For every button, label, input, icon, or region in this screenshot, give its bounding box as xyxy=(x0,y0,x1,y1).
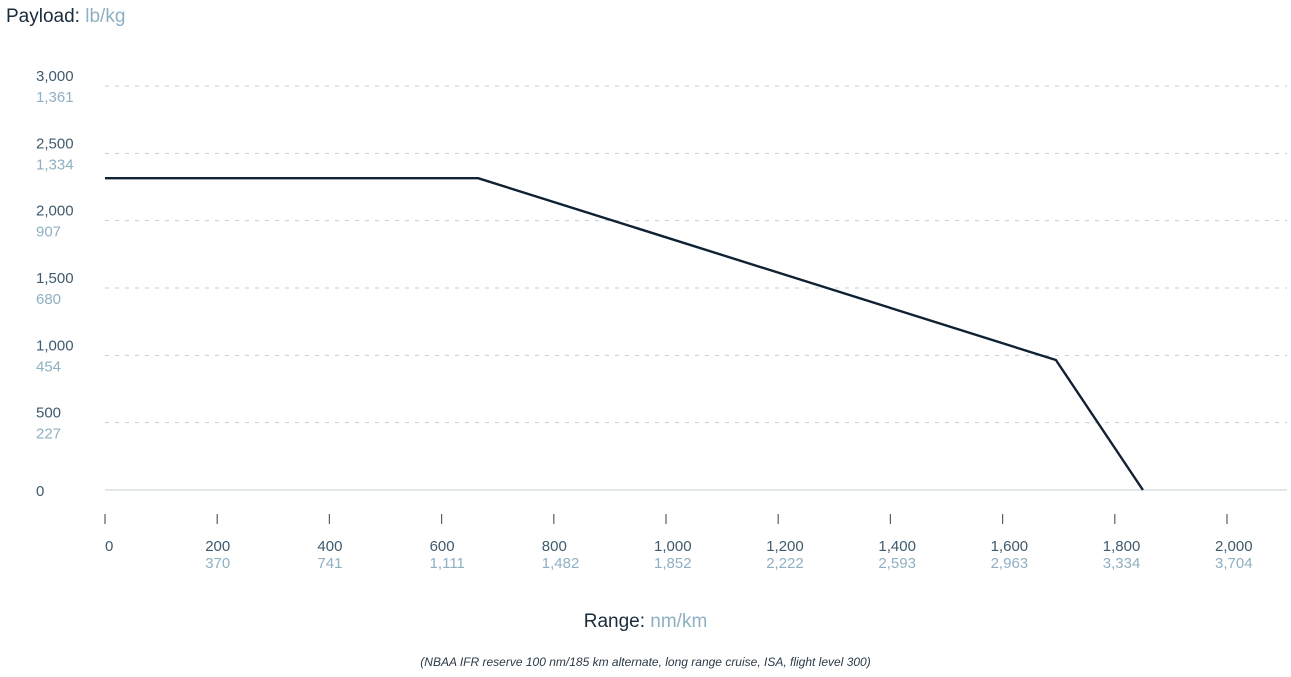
x-tick-label-nm-600: 600 xyxy=(430,538,455,555)
y-tick-label-kg-3000: 1,361 xyxy=(36,89,74,106)
x-tick-label-km-2000: 3,704 xyxy=(1215,555,1253,572)
x-tick-label-km-600: 1,111 xyxy=(430,555,465,572)
y-axis-title-label: Payload: xyxy=(6,6,86,27)
x-tick-label-km-800: 1,482 xyxy=(542,555,580,572)
y-tick-label-lb-0: 0 xyxy=(36,483,44,500)
x-tick-label-km-1000: 1,852 xyxy=(654,555,692,572)
x-tick-label-km-1600: 2,963 xyxy=(991,555,1029,572)
y-tick-label-kg-2000: 907 xyxy=(36,224,61,241)
x-axis-unit-nm: nm xyxy=(650,611,677,632)
x-tick-label-nm-1400: 1,400 xyxy=(878,538,916,555)
y-axis-unit-sep: / xyxy=(100,6,106,27)
y-tick-label-kg-1000: 454 xyxy=(36,358,61,375)
y-axis-unit-kg: kg xyxy=(105,6,126,27)
series-line-0 xyxy=(105,176,1144,491)
y-tick-labels: 0 500 227 1,000 454 1,500 680 2,000 907 2,500 1,33… xyxy=(36,68,74,500)
x-tick-label-km-1200: 2,222 xyxy=(766,555,804,572)
grid-lines xyxy=(105,85,1287,491)
x-axis-unit-km: km xyxy=(681,611,708,632)
x-tick-label-nm-400: 400 xyxy=(317,538,342,555)
y-tick-label-lb-2500: 2,500 xyxy=(36,135,74,152)
x-tick-label-nm-1200: 1,200 xyxy=(766,538,804,555)
y-tick-label-lb-1000: 1,000 xyxy=(36,337,74,354)
y-tick-label-lb-3000: 3,000 xyxy=(36,68,74,85)
y-axis-title: Payload: lb/kg xyxy=(6,6,125,28)
chart-footnote: (NBAA IFR reserve 100 nm/185 km alternat… xyxy=(420,655,871,669)
y-tick-label-lb-1500: 1,500 xyxy=(36,270,74,287)
x-tick-label-nm-200: 200 xyxy=(205,538,230,555)
y-tick-label-kg-2500: 1,334 xyxy=(36,156,74,173)
y-tick-label-lb-500: 500 xyxy=(36,405,61,422)
x-tick-label-nm-1600: 1,600 xyxy=(991,538,1029,555)
x-axis-unit-sep: / xyxy=(676,611,682,632)
x-tick-label-nm-1800: 1,800 xyxy=(1103,538,1141,555)
x-tick-label-km-400: 741 xyxy=(317,555,342,572)
x-tick-label-nm-2000: 2,000 xyxy=(1215,538,1253,555)
y-tick-label-kg-1500: 680 xyxy=(36,291,61,308)
x-tick-label-km-1800: 3,334 xyxy=(1103,555,1141,572)
x-tick-label-nm-800: 800 xyxy=(542,538,567,555)
x-tick-label-km-1400: 2,593 xyxy=(878,555,916,572)
x-tick-label-nm-1000: 1,000 xyxy=(654,538,692,555)
x-tick-label-nm-0: 0 xyxy=(105,538,113,555)
x-axis-title: Range: nm/km xyxy=(0,611,1291,633)
x-axis-title-label: Range: xyxy=(583,611,651,632)
y-tick-label-kg-500: 227 xyxy=(36,426,61,443)
y-axis-unit-lb: lb xyxy=(85,6,101,27)
series-group xyxy=(105,176,1144,491)
x-tick-label-km-200: 370 xyxy=(205,555,230,572)
y-tick-label-lb-2000: 2,000 xyxy=(36,203,74,220)
